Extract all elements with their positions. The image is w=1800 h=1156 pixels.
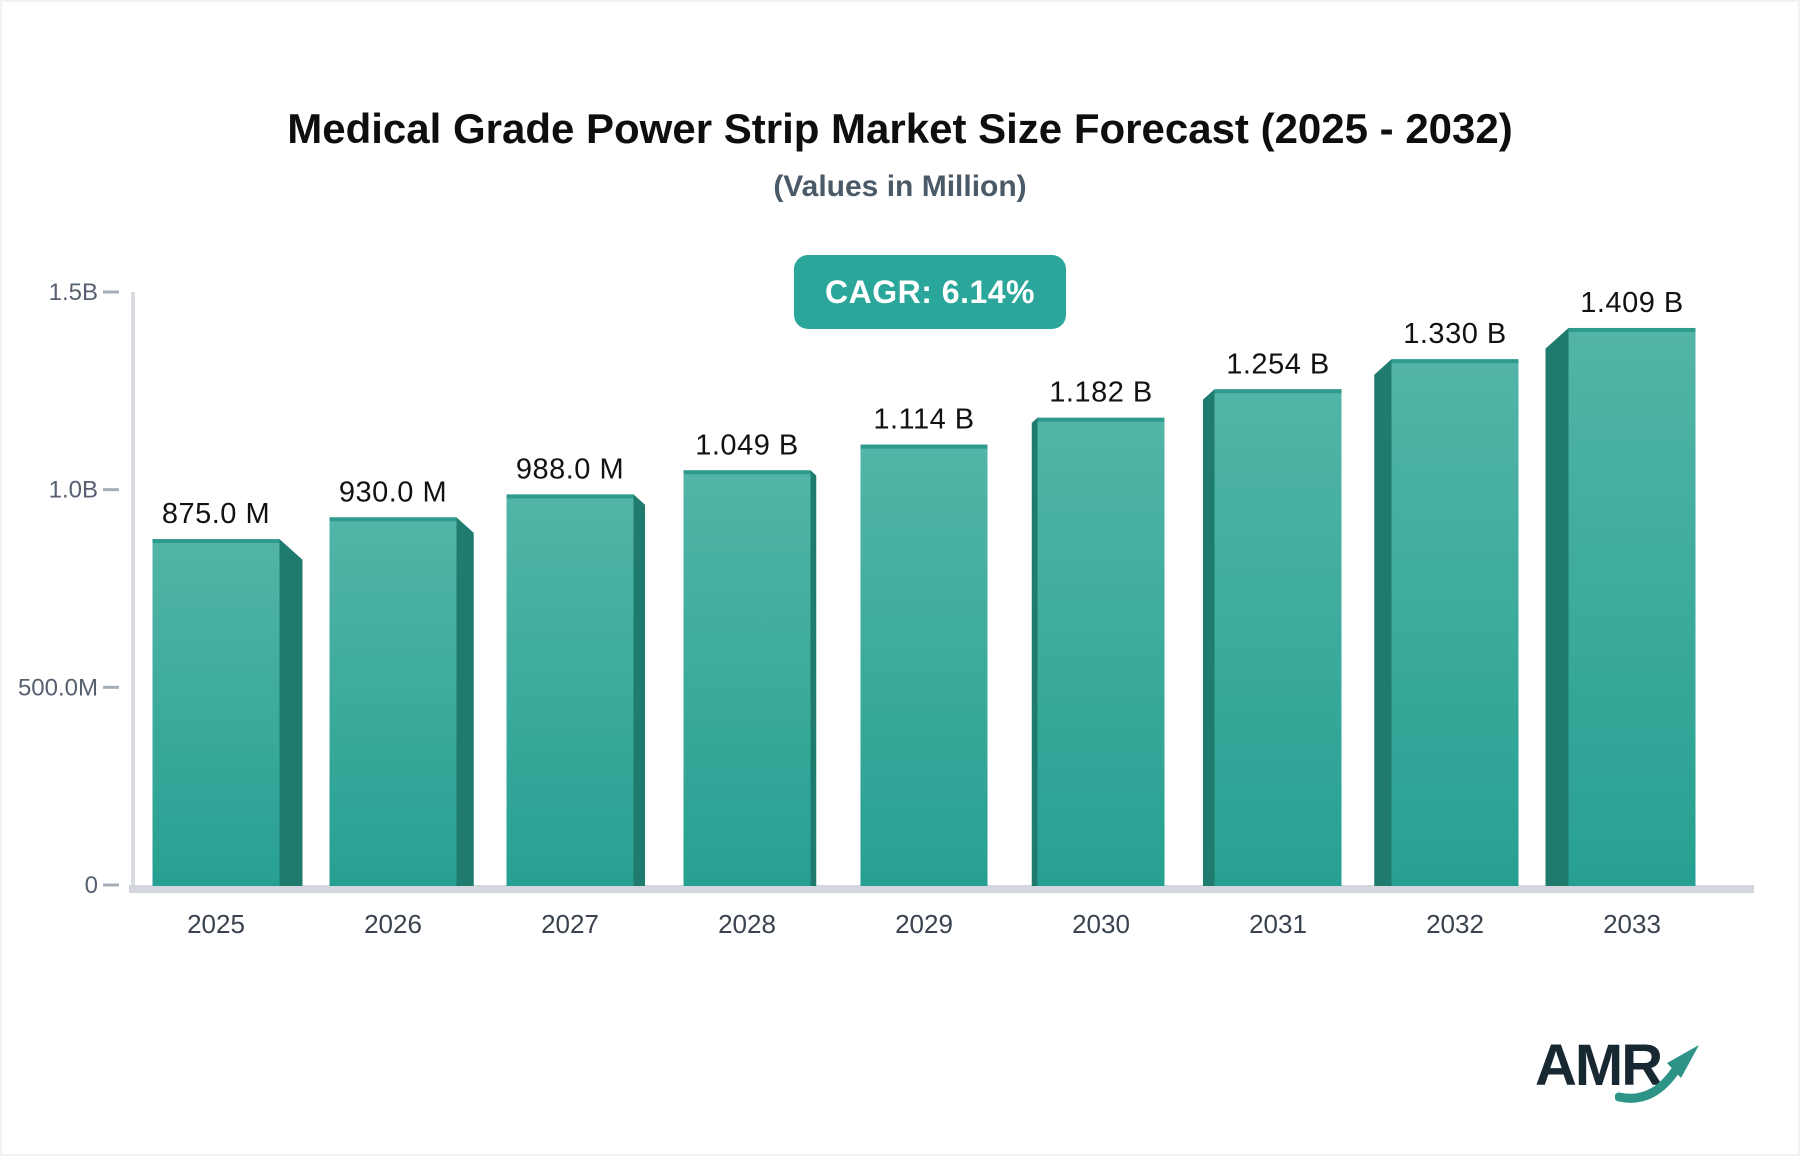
x-axis-label: 2028	[718, 909, 776, 939]
x-axis-label: 2032	[1426, 909, 1484, 939]
chart-bar[interactable]	[152, 539, 280, 886]
amr-logo-text: AMR	[1535, 1033, 1663, 1098]
chart-bar[interactable]	[1568, 327, 1696, 886]
bar-side-face	[456, 517, 474, 886]
bar-value-label: 1.409 B	[1580, 287, 1683, 319]
cagr-badge: CAGR: 6.14%	[794, 255, 1066, 329]
bar-side-face	[279, 539, 303, 886]
x-axis-label: 2027	[541, 909, 599, 939]
bar-side-face	[1203, 389, 1215, 886]
growth-arrow-icon	[1615, 1045, 1699, 1103]
y-tick	[103, 883, 119, 887]
bar-value-label: 1.049 B	[695, 429, 798, 461]
y-tick	[103, 685, 119, 689]
y-tick	[103, 488, 119, 492]
bar-value-label: 1.114 B	[873, 404, 974, 436]
x-axis-label: 2025	[187, 909, 245, 939]
bar-value-label: 1.182 B	[1049, 377, 1152, 409]
y-tick-label: 500.0M	[18, 674, 98, 701]
bar-top-edge	[152, 539, 280, 544]
bar-value-label: 988.0 M	[516, 453, 624, 485]
chart-bar[interactable]	[1037, 417, 1165, 886]
x-axis-label: 2026	[364, 909, 422, 939]
bar-top-edge	[1391, 359, 1519, 364]
bar-side-face	[1031, 417, 1038, 886]
x-axis-line	[129, 885, 1754, 893]
bar-side-face	[633, 494, 645, 886]
y-tick-label: 0	[85, 872, 98, 899]
x-axis-label: 2033	[1603, 909, 1661, 939]
x-axis-label: 2029	[895, 909, 953, 939]
chart-bar[interactable]	[860, 444, 988, 886]
y-tick-label: 1.5B	[49, 279, 98, 306]
bar-side-face	[1374, 359, 1392, 886]
bar-top-edge	[860, 444, 988, 449]
bar-top-edge	[329, 517, 457, 522]
y-axis-line	[131, 292, 135, 885]
chart-title: Medical Grade Power Strip Market Size Fo…	[287, 105, 1513, 152]
x-axis-label: 2030	[1072, 909, 1130, 939]
x-axis-label: 2031	[1249, 909, 1307, 939]
chart-bar[interactable]	[1214, 389, 1342, 886]
bar-top-edge	[683, 470, 811, 475]
bar-value-label: 1.254 B	[1226, 348, 1329, 380]
bar-value-label: 930.0 M	[339, 476, 447, 508]
bar-value-label: 1.330 B	[1403, 318, 1506, 350]
bar-value-label: 875.0 M	[162, 498, 270, 530]
bar-side-face	[1545, 327, 1569, 886]
bar-top-edge	[1037, 417, 1165, 422]
chart-bar[interactable]	[329, 517, 457, 886]
amr-logo: AMR	[1535, 1032, 1715, 1122]
chart-subtitle: (Values in Million)	[773, 170, 1027, 203]
chart-bar[interactable]	[506, 494, 634, 886]
bar-side-face	[810, 470, 817, 886]
y-tick	[103, 290, 119, 294]
chart-bar[interactable]	[683, 470, 811, 886]
chart-bar[interactable]	[1391, 359, 1519, 886]
bar-top-edge	[1568, 327, 1696, 332]
bar-top-edge	[1214, 389, 1342, 394]
bar-top-edge	[506, 494, 634, 499]
y-tick-label: 1.0B	[49, 477, 98, 504]
